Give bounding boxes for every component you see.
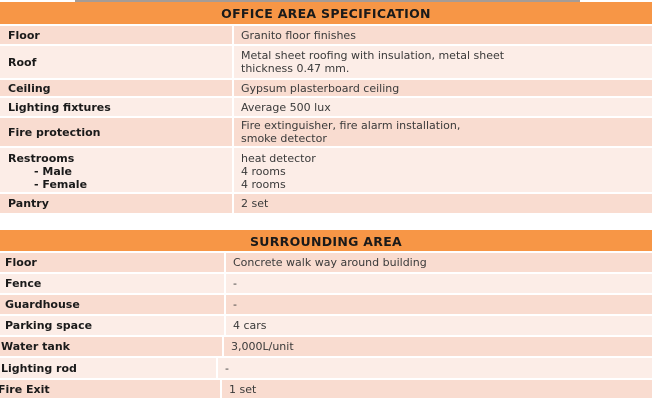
table-row: Parking space 4 cars bbox=[0, 314, 652, 335]
row-value: heat detector 4 rooms 4 rooms bbox=[232, 148, 316, 194]
row-label: Guardhouse bbox=[5, 298, 80, 311]
row-label: Lighting fixtures bbox=[8, 100, 111, 114]
office-area-title: OFFICE AREA SPECIFICATION bbox=[0, 2, 652, 24]
table-row: Pantry 2 set bbox=[0, 192, 652, 213]
row-label: Parking space bbox=[5, 319, 93, 332]
table-row: Restrooms - Male - Female heat detector 4 r… bbox=[0, 146, 652, 194]
table-row: Guardhouse - bbox=[0, 293, 652, 314]
row-value: Granito floor finishes bbox=[232, 26, 356, 44]
row-label: Lighting rod bbox=[1, 361, 77, 375]
row-label: Fire Exit bbox=[0, 382, 50, 396]
row-value: Metal sheet roofing with insulation, met… bbox=[232, 46, 504, 78]
header-shadow bbox=[75, 0, 580, 3]
surrounding-area-table: SURROUNDING AREA Floor Concrete walk way… bbox=[0, 230, 652, 398]
row-label: Fire protection bbox=[8, 125, 101, 139]
table-row: Fire protection Fire extinguisher, fire … bbox=[0, 116, 652, 146]
row-value: Fire extinguisher, fire alarm installati… bbox=[232, 118, 460, 146]
table-row: Fire Exit 1 set bbox=[0, 378, 652, 398]
table-row: Fence - bbox=[0, 272, 652, 293]
row-label: Pantry bbox=[8, 197, 49, 210]
row-label: Roof bbox=[8, 55, 37, 69]
table-row: Floor Concrete walk way around building bbox=[0, 251, 652, 272]
table-row: Floor Granito floor finishes bbox=[0, 24, 652, 44]
table-row: Lighting fixtures Average 500 lux bbox=[0, 96, 652, 116]
table-row: Ceiling Gypsum plasterboard ceiling bbox=[0, 78, 652, 96]
row-label: Fence bbox=[5, 277, 42, 290]
row-value: Average 500 lux bbox=[232, 98, 331, 116]
row-label: Floor bbox=[8, 28, 40, 42]
row-label: Restrooms - Male - Female bbox=[8, 151, 88, 191]
row-value: 4 cars bbox=[224, 316, 267, 335]
row-label: Ceiling bbox=[8, 81, 51, 95]
table-row: Lighting rod - bbox=[0, 356, 652, 378]
row-value: Concrete walk way around building bbox=[224, 253, 427, 272]
row-label: Water tank bbox=[1, 340, 70, 353]
row-value: 1 set bbox=[220, 380, 256, 398]
office-area-table: OFFICE AREA SPECIFICATION Floor Granito … bbox=[0, 2, 652, 213]
row-value: - bbox=[216, 358, 229, 378]
row-value: 2 set bbox=[232, 194, 268, 213]
row-value: - bbox=[224, 274, 237, 293]
table-row: Roof Metal sheet roofing with insulation… bbox=[0, 44, 652, 78]
surrounding-area-title: SURROUNDING AREA bbox=[0, 230, 652, 252]
row-label: Floor bbox=[5, 256, 37, 269]
row-value: 3,000L/unit bbox=[222, 337, 294, 356]
table-row: Water tank 3,000L/unit bbox=[0, 335, 652, 356]
row-value: - bbox=[224, 295, 237, 314]
row-value: Gypsum plasterboard ceiling bbox=[232, 80, 399, 96]
